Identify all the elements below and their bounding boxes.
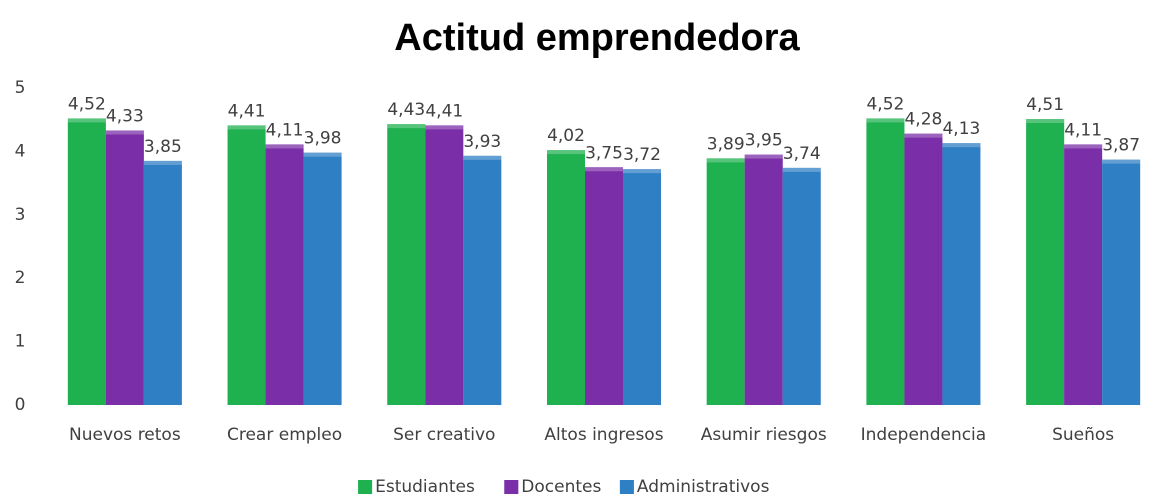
y-tick-label: 5	[15, 78, 26, 98]
value-label: 3,93	[463, 132, 501, 152]
x-tick-label: Sueños	[1052, 425, 1114, 445]
bar	[425, 125, 464, 405]
legend-label: Docentes	[521, 477, 601, 496]
value-label: 3,87	[1102, 136, 1140, 156]
value-label: 4,52	[866, 94, 904, 114]
bar	[942, 143, 981, 405]
value-label: 4,41	[425, 101, 463, 121]
x-tick-label: Altos ingresos	[544, 425, 663, 445]
bar	[67, 118, 106, 405]
value-label: 4,13	[942, 119, 980, 139]
bar	[744, 154, 783, 405]
bar-cap	[706, 158, 745, 163]
bar	[706, 158, 745, 405]
value-label: 4,43	[387, 100, 425, 120]
value-label: 3,72	[623, 145, 661, 165]
value-label: 4,52	[68, 94, 106, 114]
y-tick-label: 4	[15, 141, 26, 161]
value-label: 3,95	[745, 131, 783, 151]
bar	[387, 124, 426, 405]
bar-cap	[105, 130, 144, 135]
bar-cap	[303, 152, 342, 157]
bar-cap	[866, 118, 905, 123]
bar-cap	[265, 144, 304, 149]
y-tick-label: 1	[15, 332, 26, 352]
value-label: 4,11	[266, 120, 304, 140]
bar	[904, 133, 943, 405]
bar-cap	[143, 160, 182, 165]
bar-cap	[904, 133, 943, 138]
bar	[1102, 159, 1141, 405]
bar-cap	[623, 169, 661, 174]
legend-swatch-shade	[504, 480, 519, 494]
bar-cap	[387, 124, 426, 129]
bar-cap	[942, 143, 981, 148]
bar	[547, 150, 585, 405]
bar-cap	[1026, 119, 1065, 124]
value-label: 3,89	[707, 134, 745, 154]
bar-cap	[1064, 144, 1103, 149]
legend-label: Administrativos	[637, 477, 770, 496]
value-label: 4,11	[1064, 120, 1102, 140]
bar-cap	[67, 118, 106, 123]
bar	[143, 160, 182, 405]
value-label: 3,75	[585, 143, 623, 163]
bar-cap	[425, 125, 464, 130]
bar-cap	[744, 154, 783, 159]
bar	[227, 125, 266, 405]
bar	[105, 130, 144, 405]
value-label: 4,51	[1026, 95, 1064, 115]
bar-cap	[227, 125, 266, 130]
value-label: 3,98	[304, 129, 342, 149]
x-tick-label: Nuevos retos	[69, 425, 181, 445]
x-tick-label: Crear empleo	[227, 425, 342, 445]
bar-cap	[782, 167, 821, 172]
chart-title: Actitud emprendedora	[394, 17, 800, 59]
value-label: 4,41	[228, 101, 266, 121]
legend-swatch-shade	[619, 480, 634, 494]
x-tick-label: Independencia	[861, 425, 987, 445]
bar	[585, 167, 623, 405]
bar	[1026, 119, 1065, 405]
bar	[1064, 144, 1103, 405]
bar	[265, 144, 304, 405]
x-tick-label: Ser creativo	[393, 425, 495, 445]
value-label: 4,33	[106, 106, 144, 126]
bar	[463, 155, 502, 405]
bar-cap	[585, 167, 623, 172]
bar-cap	[547, 150, 585, 155]
legend-label: Estudiantes	[375, 477, 475, 496]
bar-cap	[1102, 159, 1141, 164]
y-tick-label: 2	[15, 268, 26, 288]
bar	[782, 167, 821, 405]
y-tick-label: 3	[15, 205, 26, 225]
bar-cap	[463, 155, 502, 160]
value-label: 4,28	[904, 110, 942, 130]
bar	[623, 169, 661, 405]
bar	[866, 118, 905, 405]
legend-swatch-shade	[358, 480, 373, 494]
x-tick-label: Asumir riesgos	[701, 425, 827, 445]
y-tick-label: 0	[15, 395, 26, 415]
value-label: 3,74	[783, 144, 821, 164]
value-label: 4,02	[547, 126, 585, 146]
bar	[303, 152, 342, 405]
value-label: 3,85	[144, 137, 182, 157]
